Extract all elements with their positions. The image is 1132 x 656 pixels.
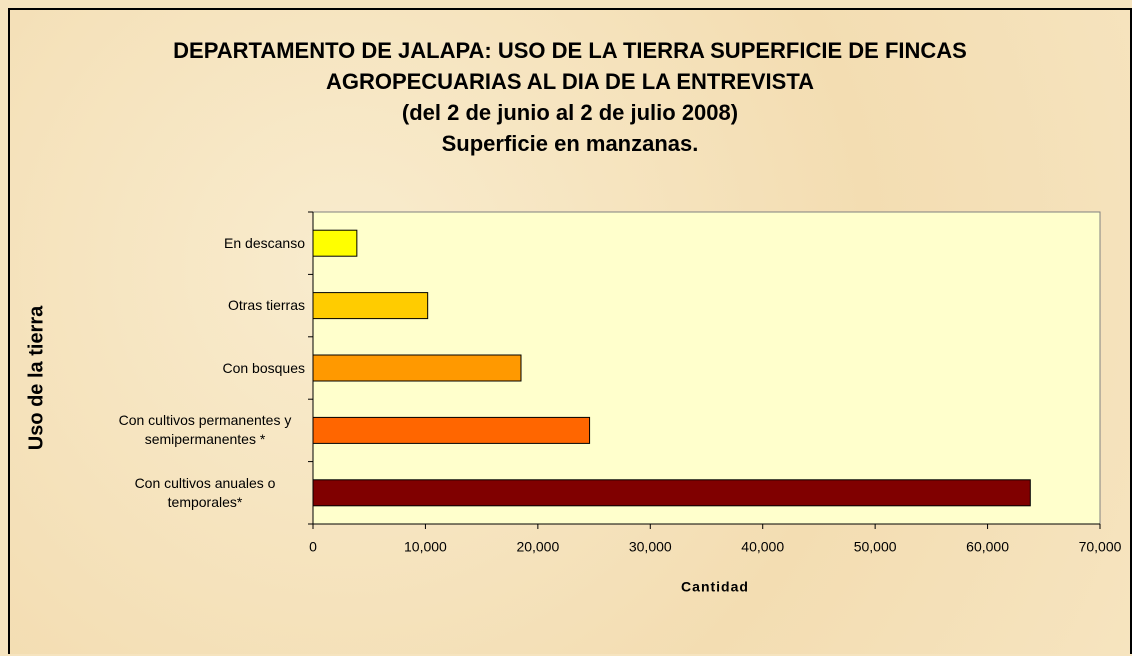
x-tick-label: 10,000 (404, 539, 447, 555)
x-tick-label: 30,000 (629, 539, 672, 555)
y-tick-label-text: En descanso (224, 234, 305, 251)
x-tick-label: 60,000 (966, 539, 1009, 555)
y-tick-label: Con cultivos permanentes y semipermanent… (70, 411, 305, 449)
y-tick-label-text: Con bosques (222, 359, 305, 376)
chart-title: DEPARTAMENTO DE JALAPA: USO DE LA TIERRA… (173, 38, 967, 94)
y-tick-label: Con cultivos anuales o temporales* (70, 474, 305, 512)
y-tick-label-text: Con cultivos anuales o temporales* (134, 474, 276, 510)
chart-subtitle: (del 2 de junio al 2 de julio 2008) (401, 100, 739, 125)
units-note: Superficie en manzanas. (441, 131, 699, 156)
chart: DEPARTAMENTO DE JALAPA: USO DE LA TIERRA… (8, 8, 1132, 654)
y-tick-label: Con bosques (70, 359, 305, 378)
bar (312, 292, 429, 320)
bar (312, 479, 1031, 507)
x-tick-label: 0 (309, 539, 317, 555)
y-tick-label: Otras tierras (70, 296, 305, 315)
x-tick-label: 20,000 (516, 539, 559, 555)
bar (312, 354, 522, 382)
plot: Uso de la tierra Cantidad 0 10,000 20,000 3… (25, 211, 1122, 595)
bar (312, 416, 591, 444)
x-tick-label: 40,000 (741, 539, 784, 555)
bar (312, 229, 358, 257)
x-axis-label: Cantidad (681, 579, 749, 595)
x-tick-label: 50,000 (854, 539, 897, 555)
y-tick-label-text: Otras tierras (227, 297, 305, 314)
y-tick-label: En descanso (70, 234, 305, 253)
x-tick-label: 70,000 (1079, 539, 1122, 555)
y-tick-label-text: Con cultivos permanentes y semipermanent… (118, 412, 292, 448)
y-axis-label: Uso de la tierra (25, 305, 47, 450)
